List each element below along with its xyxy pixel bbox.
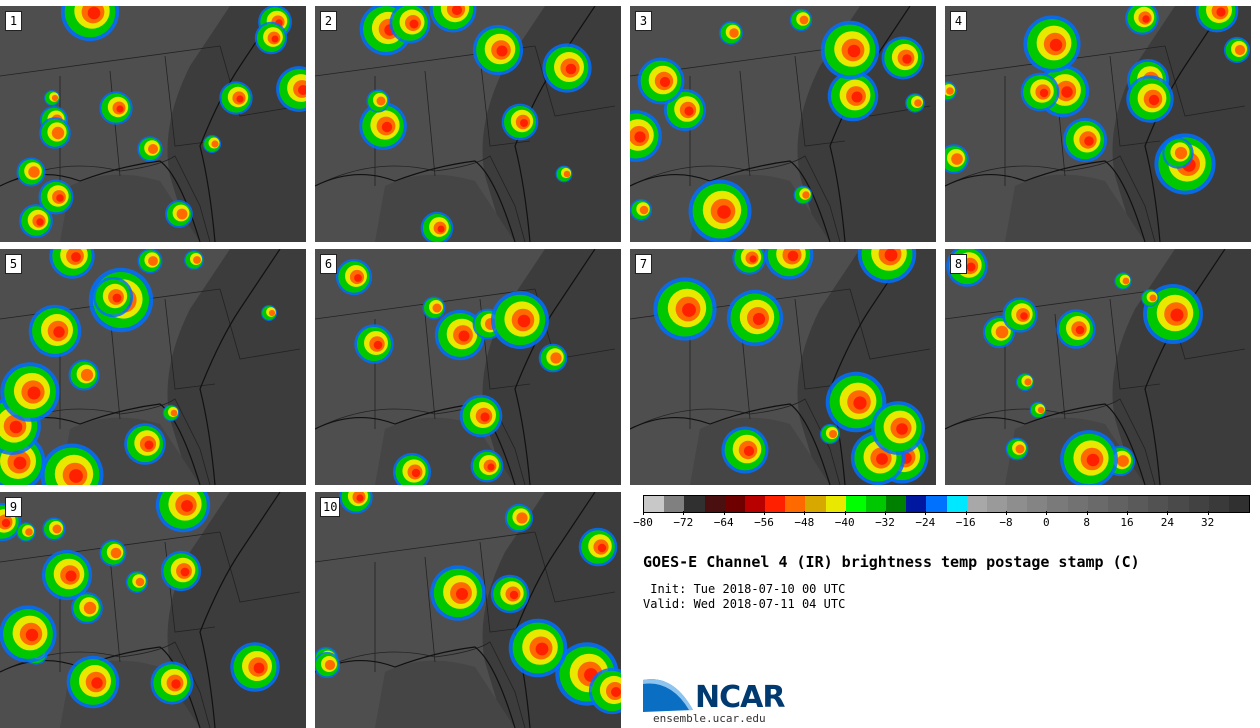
logo-text: NCAR [695,680,785,715]
colorbar-tick [965,511,967,515]
colorbar-swatch [926,496,947,512]
colorbar-swatch [1228,496,1250,512]
colorbar-swatch [906,496,927,512]
panel-6[interactable]: 6 [315,249,621,485]
logo-url: ensemble.ucar.edu [653,712,766,725]
colorbar-tick-label: −48 [794,516,815,529]
colorbar-tick [885,511,886,515]
panel-label: 6 [320,254,337,274]
colorbar-swatch [1067,496,1088,512]
satellite-map-icon [315,249,621,485]
colorbar-swatch [1047,496,1068,512]
colorbar-swatch [1188,496,1209,512]
colorbar-tick [1006,511,1007,515]
panel-label: 10 [320,497,341,517]
colorbar-tick [764,511,765,515]
panel-label: 3 [635,11,652,31]
colorbar-swatch [1007,496,1028,512]
satellite-map-icon [315,492,621,728]
temperature-colorbar [643,495,1250,513]
colorbar-swatch [744,496,766,512]
colorbar-swatch [805,496,826,512]
page-title: GOES-E Channel 4 (IR) brightness temp po… [643,553,1140,571]
colorbar-tick [683,511,685,515]
panel-4[interactable]: 4 [945,6,1251,242]
colorbar-tick-label: 16 [1120,516,1134,529]
panel-2[interactable]: 2 [315,6,621,242]
colorbar-tick-label: −64 [713,516,734,529]
colorbar-swatch [644,496,665,512]
panel-1[interactable]: 1 [0,6,306,242]
colorbar-swatch [1107,496,1129,512]
panel-8[interactable]: 8 [945,249,1251,485]
colorbar-tick [1086,511,1088,515]
colorbar-tick [1207,511,1209,515]
panel-5[interactable]: 5 [0,249,306,485]
colorbar-swatch [1168,496,1189,512]
panel-label: 9 [5,497,22,517]
colorbar-tick-label: 0 [1043,516,1050,529]
valid-time: Valid: Wed 2018-07-11 04 UTC [643,597,846,611]
colorbar-tick-label: −56 [754,516,774,529]
colorbar-swatch [704,496,725,512]
colorbar-tick [1127,511,1128,515]
colorbar-swatch [1208,496,1229,512]
colorbar-tick-label: −40 [834,516,855,529]
ncar-logo-icon [643,679,693,712]
panel-10[interactable]: 10 [315,492,621,728]
colorbar-swatch [966,496,987,512]
satellite-map-icon [0,6,306,242]
panel-label: 5 [5,254,22,274]
colorbar-swatch [684,496,705,512]
colorbar-tick-label: −32 [875,516,895,529]
colorbar-tick-label: −16 [955,516,976,529]
satellite-map-icon [630,249,936,485]
panel-label: 4 [950,11,967,31]
colorbar-tick [643,511,644,515]
colorbar-tick [1167,511,1169,515]
colorbar-tick-label: −24 [915,516,936,529]
colorbar-tick-label: 32 [1201,516,1215,529]
panel-label: 1 [5,11,22,31]
panel-label: 2 [320,11,337,31]
colorbar-tick [844,511,846,515]
colorbar-swatch [1087,496,1108,512]
colorbar-swatch [845,496,866,512]
colorbar-swatch [865,496,887,512]
satellite-map-icon [315,6,621,242]
satellite-map-icon [0,492,306,728]
init-time: Init: Tue 2018-07-10 00 UTC [643,582,846,596]
panel-7[interactable]: 7 [630,249,936,485]
colorbar-tick [723,511,725,515]
satellite-map-icon [945,6,1251,242]
colorbar-tick-label: 8 [1083,516,1090,529]
colorbar-tick [925,511,927,515]
colorbar-ticks: −80 −72 −64 −56 −48 −40 −32 −24 −16 −8 0 8 16 24 32 [633,511,1250,533]
colorbar-swatch [664,496,685,512]
colorbar-tick-label: 24 [1160,516,1174,529]
panel-9[interactable]: 9 [0,492,306,728]
colorbar-swatch [946,496,967,512]
colorbar-tick-label: −8 [999,516,1013,529]
colorbar-swatch [1027,496,1048,512]
colorbar-swatch [986,496,1008,512]
colorbar-tick [1046,511,1048,515]
colorbar-swatch [1148,496,1169,512]
panel-3[interactable]: 3 [630,6,936,242]
colorbar-swatch [724,496,745,512]
colorbar-swatch [765,496,786,512]
colorbar-swatch [785,496,806,512]
colorbar-tick-label: −80 [633,516,653,529]
colorbar-swatch [1128,496,1149,512]
colorbar-tick-label: −72 [673,516,694,529]
colorbar-tick [804,511,806,515]
satellite-map-icon [945,249,1251,485]
colorbar-swatch [886,496,907,512]
panel-label: 7 [635,254,652,274]
panel-label: 8 [950,254,967,274]
satellite-map-icon [0,249,306,485]
satellite-map-icon [630,6,936,242]
colorbar-swatch [825,496,846,512]
